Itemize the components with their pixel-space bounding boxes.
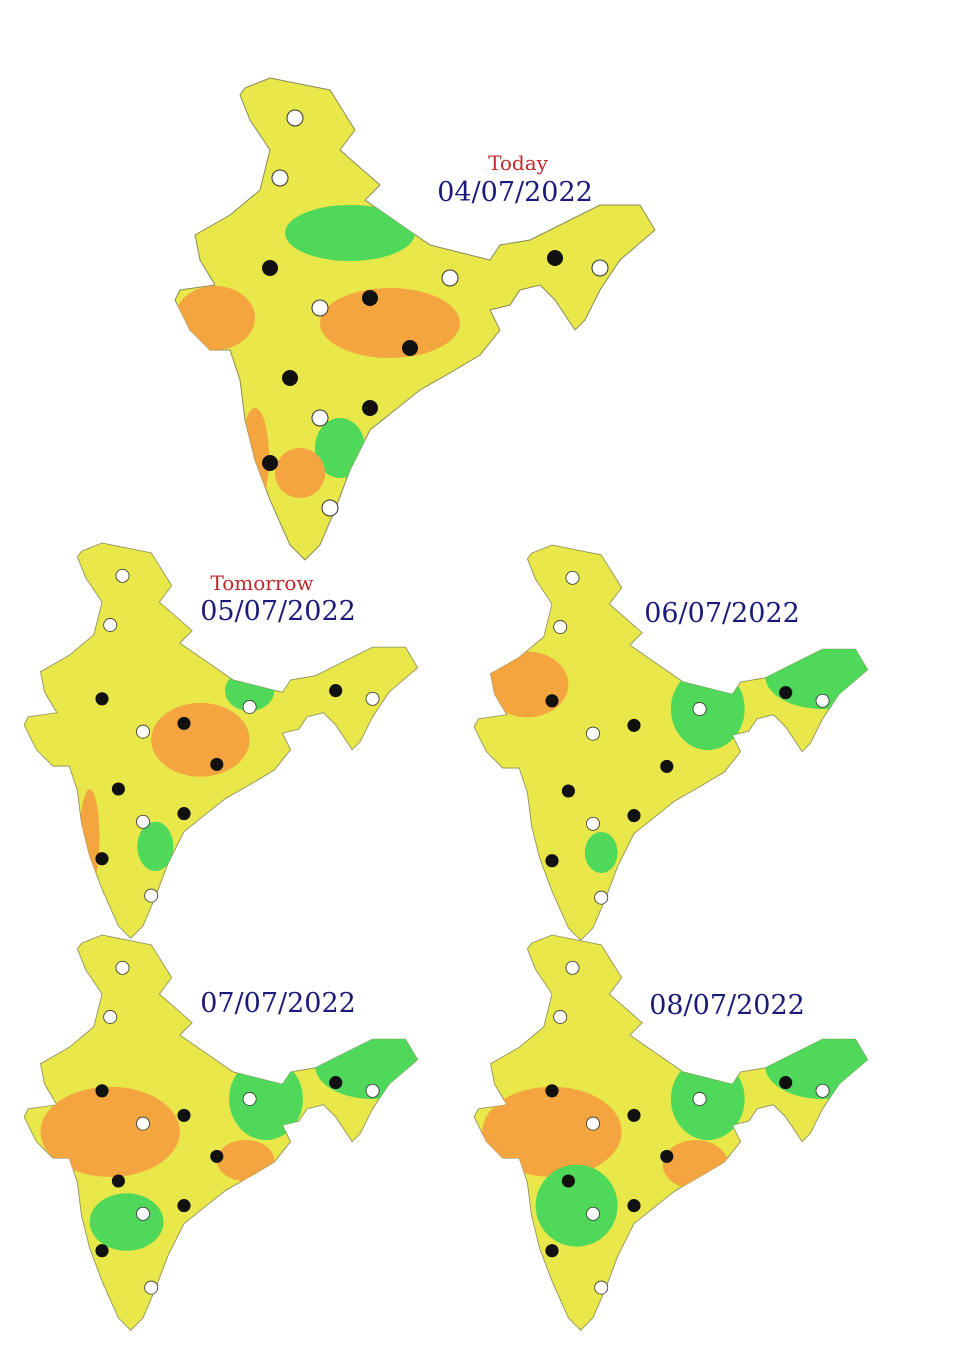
date-label: 06/07/2022: [644, 598, 800, 629]
day-label: Tomorrow: [210, 571, 313, 595]
day-label: Today: [488, 151, 549, 175]
date-label: 05/07/2022: [200, 596, 356, 627]
date-label: 08/07/2022: [649, 990, 805, 1021]
date-label: 04/07/2022: [437, 177, 593, 208]
map-panel: [174, 77, 656, 561]
date-label: 07/07/2022: [200, 988, 356, 1019]
